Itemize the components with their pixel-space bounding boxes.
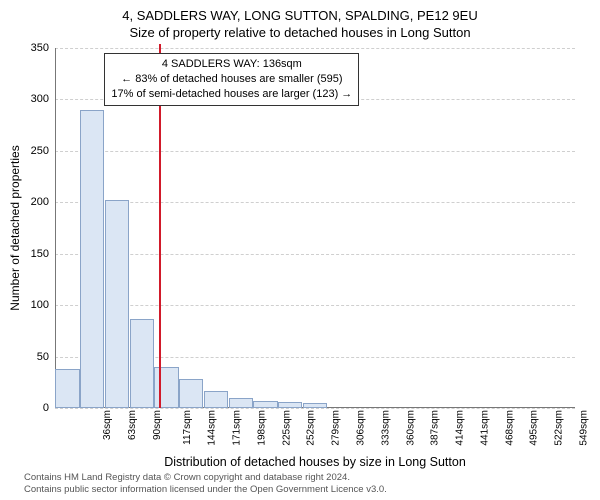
histogram-bar — [303, 403, 327, 408]
x-tick-label: 144sqm — [207, 410, 218, 446]
gridline — [55, 305, 575, 306]
x-tick-label: 225sqm — [281, 410, 292, 446]
histogram-bar — [55, 369, 79, 408]
histogram-bar — [105, 200, 129, 408]
annotation-line: 17% of semi-detached houses are larger (… — [111, 87, 352, 102]
histogram-bar — [80, 110, 104, 408]
gridline — [55, 408, 575, 409]
histogram-bar — [154, 367, 178, 408]
y-tick-label: 250 — [31, 145, 49, 157]
x-tick-label: 333sqm — [380, 410, 391, 446]
y-tick-label: 300 — [31, 93, 49, 105]
y-tick-label: 100 — [31, 299, 49, 311]
y-tick-label: 150 — [31, 248, 49, 260]
x-tick-label: 63sqm — [127, 410, 138, 440]
x-tick-label: 252sqm — [306, 410, 317, 446]
x-tick-label: 495sqm — [529, 410, 540, 446]
chart-footer: Contains HM Land Registry data © Crown c… — [24, 472, 387, 496]
gridline — [55, 254, 575, 255]
y-tick-label: 350 — [31, 42, 49, 54]
x-tick-label: 36sqm — [102, 410, 113, 440]
histogram-bar — [253, 401, 277, 408]
x-tick-label: 306sqm — [356, 410, 367, 446]
histogram-bar — [229, 398, 253, 408]
x-tick-label: 549sqm — [578, 410, 589, 446]
histogram-bar — [179, 379, 203, 408]
y-tick-label: 50 — [37, 351, 49, 363]
x-axis-label: Distribution of detached houses by size … — [55, 455, 575, 469]
x-tick-label: 360sqm — [405, 410, 416, 446]
footer-line-2: Contains public sector information licen… — [24, 484, 387, 496]
histogram-bar — [204, 391, 228, 408]
x-tick-label: 198sqm — [257, 410, 268, 446]
x-tick-label: 414sqm — [455, 410, 466, 446]
annotation-box: 4 SADDLERS WAY: 136sqm← 83% of detached … — [104, 53, 359, 106]
x-tick-label: 522sqm — [554, 410, 565, 446]
x-tick-label: 468sqm — [504, 410, 515, 446]
gridline — [55, 151, 575, 152]
x-tick-label: 90sqm — [152, 410, 163, 440]
x-tick-label: 441sqm — [479, 410, 490, 446]
histogram-bar — [130, 319, 154, 408]
x-tick-label: 387sqm — [430, 410, 441, 446]
annotation-line: 4 SADDLERS WAY: 136sqm — [111, 57, 352, 72]
x-tick-label: 171sqm — [232, 410, 243, 446]
footer-line-1: Contains HM Land Registry data © Crown c… — [24, 472, 387, 484]
y-axis-label: Number of detached properties — [8, 48, 26, 408]
plot-area: 05010015020025030035036sqm63sqm90sqm117s… — [55, 48, 575, 408]
chart-container: 4, SADDLERS WAY, LONG SUTTON, SPALDING, … — [0, 0, 600, 500]
gridline — [55, 202, 575, 203]
chart-title-main: 4, SADDLERS WAY, LONG SUTTON, SPALDING, … — [0, 0, 600, 23]
annotation-line: ← 83% of detached houses are smaller (59… — [111, 72, 352, 87]
gridline — [55, 48, 575, 49]
y-axis-line — [55, 48, 56, 408]
x-tick-label: 279sqm — [331, 410, 342, 446]
chart-title-sub: Size of property relative to detached ho… — [0, 23, 600, 40]
y-tick-label: 200 — [31, 196, 49, 208]
chart-area: 05010015020025030035036sqm63sqm90sqm117s… — [55, 48, 575, 408]
chart-titles: 4, SADDLERS WAY, LONG SUTTON, SPALDING, … — [0, 0, 600, 40]
histogram-bar — [278, 402, 302, 408]
y-tick-label: 0 — [43, 402, 49, 414]
x-tick-label: 117sqm — [182, 410, 193, 445]
